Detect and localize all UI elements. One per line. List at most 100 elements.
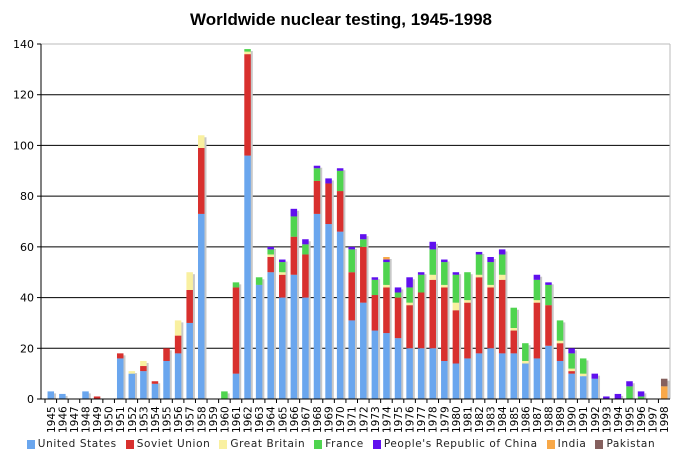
bar-segment-united-states-1992 [591, 378, 599, 399]
bar-segment-france-1971 [348, 249, 355, 273]
x-tick-label: 1975 [393, 406, 405, 433]
bar-segment-people-s-republic-of-china-1973 [371, 277, 379, 280]
bar-segment-soviet-union-1954 [151, 381, 159, 384]
bar-segment-people-s-republic-of-china-1995 [626, 381, 633, 387]
x-tick-label: 1986 [520, 406, 532, 433]
bar-segment-great-britain-1978 [429, 274, 436, 280]
bar-segment-great-britain-1981 [464, 300, 471, 303]
bar-segment-united-states-1991 [579, 376, 587, 399]
bar-segment-people-s-republic-of-china-1994 [614, 393, 622, 399]
bar-segment-great-britain-1953 [140, 360, 147, 367]
bar-segment-soviet-union-1957 [186, 289, 193, 323]
bar-segment-people-s-republic-of-china-1970 [336, 168, 344, 171]
bar-segment-united-states-1967 [302, 297, 309, 399]
bar-segment-france-1967 [302, 244, 309, 255]
bar-segment-people-s-republic-of-china-1964 [267, 246, 274, 250]
x-tick-label: 1983 [486, 406, 498, 433]
bar-segment-india-1974 [383, 257, 390, 260]
bar-segment-france-1996 [637, 396, 645, 399]
x-tick-label: 1946 [57, 406, 69, 433]
legend-label: France [325, 438, 364, 450]
x-tick-label: 1959 [208, 406, 220, 433]
bar-segment-united-states-1966 [290, 274, 298, 399]
bar-segment-united-states-1954 [151, 383, 159, 399]
legend-swatch [372, 439, 381, 449]
bar-segment-france-1991 [579, 358, 587, 374]
bar-segment-soviet-union-1987 [533, 302, 541, 359]
legend-label: People's Republic of China [383, 438, 538, 450]
bar-segment-france-1961 [232, 282, 240, 288]
x-tick-label: 1964 [266, 406, 278, 433]
bar-segment-soviet-union-1970 [336, 191, 344, 232]
bar-segment-people-s-republic-of-china-1988 [545, 282, 552, 285]
x-tick-label: 1997 [648, 406, 660, 433]
bar-segment-united-states-1955 [163, 360, 170, 399]
bar-segment-france-1964 [267, 249, 274, 255]
bar-segment-united-states-1986 [522, 363, 529, 399]
legend-item: United States [26, 438, 117, 450]
bar-segment-soviet-union-1981 [464, 302, 471, 359]
legend-label: United States [37, 438, 117, 450]
bar-segment-france-1972 [360, 239, 367, 247]
x-tick-label: 1966 [289, 406, 301, 433]
bar-segment-united-states-1965 [279, 297, 286, 399]
bar-segment-people-s-republic-of-china-1977 [417, 272, 425, 275]
x-tick-label: 1979 [439, 406, 451, 433]
bar-segment-great-britain-1956 [174, 320, 182, 336]
bar-segment-france-1995 [626, 386, 633, 399]
bar-segment-united-states-1953 [140, 371, 147, 399]
y-tick-label: 80 [20, 190, 34, 203]
bar-segment-great-britain-1990 [568, 368, 575, 372]
bar-segment-soviet-union-1978 [429, 279, 436, 349]
legend-swatch [125, 439, 134, 449]
bar-segment-soviet-union-1961 [232, 287, 240, 374]
x-tick-label: 1953 [138, 406, 150, 433]
bar-segment-great-britain-1984 [498, 274, 506, 280]
bar-segment-soviet-union-1967 [302, 254, 309, 298]
bar-segment-great-britain-1991 [579, 373, 587, 377]
bar-segment-great-britain-1958 [198, 135, 205, 148]
y-tick-label: 20 [20, 342, 34, 355]
x-tick-label: 1995 [624, 406, 636, 433]
bar-segment-france-1975 [394, 292, 402, 298]
bar-segment-people-s-republic-of-china-1987 [533, 274, 541, 280]
legend-swatch [314, 439, 323, 449]
x-tick-label: 1957 [185, 406, 197, 433]
bar-segment-united-states-1957 [186, 322, 193, 399]
bar-segment-france-1965 [279, 262, 286, 273]
bar-segment-united-states-1972 [360, 302, 367, 399]
bar-segment-united-states-1952 [128, 373, 136, 399]
legend-item: India [546, 438, 587, 450]
bar-segment-india-1998 [660, 386, 668, 399]
bar-segment-soviet-union-1968 [313, 180, 321, 214]
x-tick-label: 1949 [92, 406, 104, 433]
x-tick-label: 1962 [243, 406, 255, 433]
bar-segment-great-britain-1983 [487, 284, 494, 288]
legend-swatch [595, 439, 604, 449]
x-tick-label: 1960 [219, 406, 231, 433]
bar-segment-united-states-1977 [417, 348, 425, 399]
bar-segment-france-1980 [452, 274, 460, 303]
legend-item: Soviet Union [125, 438, 211, 450]
bar-segment-united-states-1968 [313, 213, 321, 399]
x-tick-label: 1945 [46, 406, 58, 433]
bar-segment-united-states-1978 [429, 348, 436, 399]
bar-segment-united-states-1964 [267, 272, 274, 399]
bar-segment-great-britain-1987 [533, 300, 541, 303]
bar-segment-soviet-union-1962 [244, 54, 251, 156]
x-tick-label: 1976 [405, 406, 417, 433]
x-tick-label: 1980 [451, 406, 463, 433]
x-tick-label: 1990 [567, 406, 579, 433]
bar-segment-great-britain-1965 [279, 272, 286, 275]
bar-segment-people-s-republic-of-china-1992 [591, 373, 599, 379]
bar-segment-france-1985 [510, 307, 517, 328]
bar-segment-people-s-republic-of-china-1966 [290, 208, 298, 217]
bar-segment-united-states-1951 [116, 358, 124, 399]
bar-segment-france-1990 [568, 353, 575, 369]
bar-segment-united-states-1984 [498, 353, 506, 399]
y-tick-label: 0 [27, 393, 34, 406]
y-tick-label: 40 [20, 292, 34, 305]
x-tick-label: 1988 [543, 406, 555, 433]
bar-segment-united-states-1980 [452, 363, 460, 399]
